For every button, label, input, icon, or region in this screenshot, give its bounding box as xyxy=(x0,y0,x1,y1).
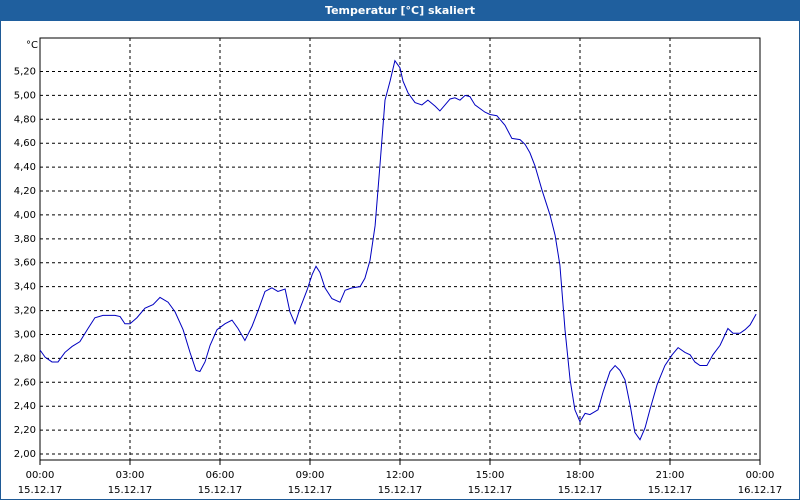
line-series xyxy=(39,59,757,441)
y-tick-label: 5,00 xyxy=(14,90,36,101)
x-tick-date: 15.12.17 xyxy=(18,485,63,496)
x-tick-label: 09:00 xyxy=(296,470,325,481)
y-tick-label: 3,40 xyxy=(14,282,36,293)
x-tick-label: 00:00 xyxy=(746,470,775,481)
x-tick-date: 15.12.17 xyxy=(468,485,513,496)
x-tick-label: 03:00 xyxy=(116,470,145,481)
x-tick-label: 00:00 xyxy=(26,470,55,481)
y-tick-label: 3,20 xyxy=(14,306,36,317)
y-tick-label: 2,40 xyxy=(14,401,36,412)
x-tick-label: 12:00 xyxy=(386,470,415,481)
x-tick-date: 15.12.17 xyxy=(648,485,693,496)
y-tick-label: 4,40 xyxy=(14,162,36,173)
x-tick-date: 16.12.17 xyxy=(738,485,783,496)
y-tick-label: 4,00 xyxy=(14,210,36,221)
x-tick-date: 15.12.17 xyxy=(198,485,243,496)
y-tick-label: 2,00 xyxy=(14,449,36,460)
x-tick-label: 21:00 xyxy=(656,470,685,481)
x-tick-label: 18:00 xyxy=(566,470,595,481)
chart-title: Temperatur [°C] skaliert xyxy=(325,4,475,17)
y-unit: °C xyxy=(26,40,38,51)
x-tick-date: 15.12.17 xyxy=(558,485,603,496)
y-tick-label: 3,60 xyxy=(14,258,36,269)
y-tick-label: 4,20 xyxy=(14,186,36,197)
y-tick-label: 3,00 xyxy=(14,329,36,340)
y-tick-label: 4,60 xyxy=(14,138,36,149)
y-tick-label: 2,60 xyxy=(14,377,36,388)
y-tick-label: 5,20 xyxy=(14,66,36,77)
y-tick-label: 4,80 xyxy=(14,114,36,125)
x-tick-date: 15.12.17 xyxy=(108,485,153,496)
y-tick-label: 2,80 xyxy=(14,353,36,364)
x-tick-date: 15.12.17 xyxy=(288,485,333,496)
x-tick-label: 15:00 xyxy=(476,470,505,481)
y-tick-label: 2,20 xyxy=(14,425,36,436)
x-tick-date: 15.12.17 xyxy=(378,485,423,496)
y-tick-label: 3,80 xyxy=(14,234,36,245)
title-bar xyxy=(0,0,800,21)
x-tick-label: 06:00 xyxy=(206,470,235,481)
